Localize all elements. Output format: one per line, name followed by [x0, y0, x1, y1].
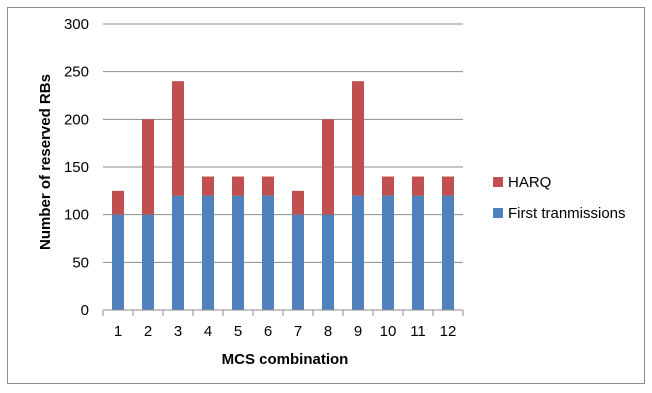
bar-harq-8: [322, 119, 334, 215]
bar-first-transmissions-7: [292, 214, 304, 310]
y-tick-label: 250: [64, 64, 89, 81]
legend-label-harq: HARQ: [508, 174, 551, 191]
bar-harq-12: [442, 176, 454, 196]
bar-first-transmissions-4: [202, 195, 214, 310]
bar-first-transmissions-6: [262, 195, 274, 310]
bar-first-transmissions-1: [112, 214, 124, 310]
x-tick-label: 4: [204, 323, 212, 340]
bar-first-transmissions-3: [172, 195, 184, 310]
bar-harq-10: [382, 176, 394, 196]
x-tick-label: 11: [410, 323, 426, 340]
bar-harq-3: [172, 81, 184, 196]
bar-harq-11: [412, 176, 424, 196]
y-axis-title: Number of reserved RBs: [37, 74, 54, 250]
bar-first-transmissions-12: [442, 195, 454, 310]
y-tick-label: 0: [81, 302, 89, 319]
bar-harq-6: [262, 176, 274, 196]
x-tick-label: 9: [354, 323, 362, 340]
x-tick-label: 1: [114, 323, 122, 340]
x-tick-label: 8: [324, 323, 332, 340]
y-tick-label: 50: [72, 254, 89, 271]
bar-first-transmissions-11: [412, 195, 424, 310]
bar-first-transmissions-5: [232, 195, 244, 310]
y-tick-label: 200: [64, 111, 89, 128]
legend-swatch-first-transmissions: [493, 208, 503, 218]
bar-harq-5: [232, 176, 244, 196]
bar-first-transmissions-10: [382, 195, 394, 310]
bar-harq-4: [202, 176, 214, 196]
bar-first-transmissions-9: [352, 195, 364, 310]
y-tick-label: 300: [64, 16, 89, 33]
bar-harq-9: [352, 81, 364, 196]
x-tick-labels: 1 2 3 4 5 6 7 8 9 10 11 12: [114, 323, 457, 340]
legend: HARQ First tranmissions: [493, 174, 626, 222]
bar-first-transmissions-2: [142, 214, 154, 310]
gridlines: [102, 23, 464, 316]
x-tick-label: 10: [380, 323, 397, 340]
y-tick-label: 150: [64, 159, 89, 176]
bar-first-transmissions-8: [322, 214, 334, 310]
bar-harq-7: [292, 190, 304, 215]
y-tick-labels: 0 50 100 150 200 250 300: [64, 16, 89, 319]
x-tick-label: 6: [264, 323, 272, 340]
bars: [112, 81, 454, 310]
y-tick-label: 100: [64, 207, 89, 224]
x-tick-label: 2: [144, 323, 152, 340]
bar-harq-2: [142, 119, 154, 215]
bar-harq-1: [112, 190, 124, 215]
x-axis-title: MCS combination: [222, 351, 349, 368]
x-tick-label: 5: [234, 323, 242, 340]
legend-label-first-transmissions: First tranmissions: [508, 205, 626, 222]
x-tick-label: 3: [174, 323, 182, 340]
x-tick-label: 7: [294, 323, 302, 340]
legend-swatch-harq: [493, 177, 503, 187]
x-tick-label: 12: [440, 323, 457, 340]
